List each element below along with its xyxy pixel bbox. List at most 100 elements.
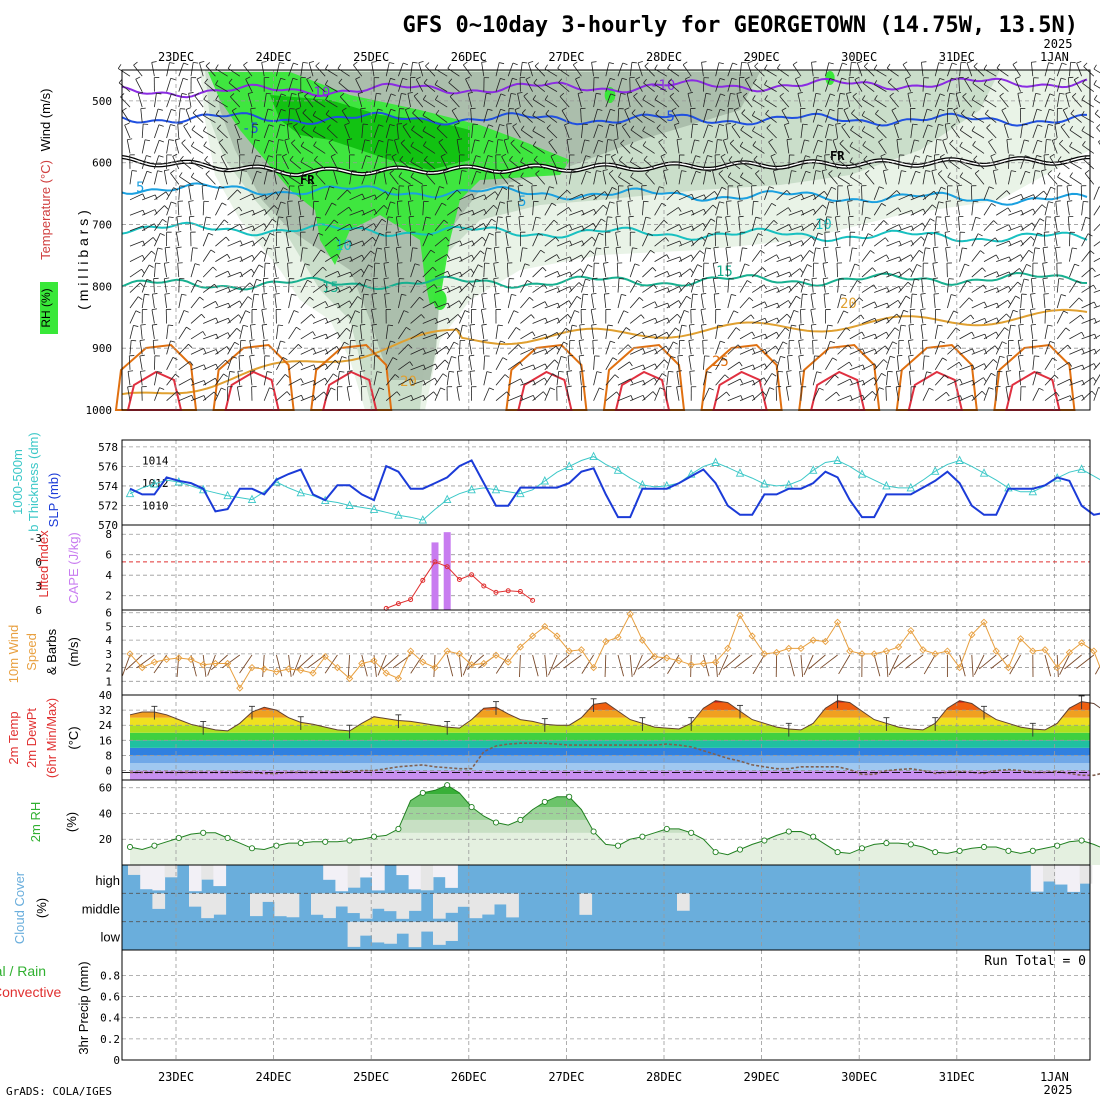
cloud-mid-gap: [335, 893, 348, 906]
temp-tick-label: 24: [99, 719, 113, 732]
wind-barb: [1069, 232, 1070, 246]
wind-barb-flag: [303, 62, 308, 63]
date-label-bottom: 26DEC: [451, 1070, 487, 1084]
slp-tick-label: 1014: [142, 454, 169, 467]
wind-barb-flag: [903, 62, 907, 65]
thickness-tick-label: 576: [98, 460, 118, 473]
date-label-bottom: 29DEC: [744, 1070, 780, 1084]
rh2m-point: [908, 842, 913, 847]
temp-band: [122, 733, 1090, 741]
wind10m-barb: [691, 655, 692, 677]
rh2m-point: [957, 848, 962, 853]
temp-band: [122, 718, 1090, 726]
wind10m-barb: [545, 655, 547, 677]
cloud-low-gap: [445, 922, 458, 941]
wind-barb: [1094, 221, 1100, 231]
cloud-low-gap: [421, 922, 434, 932]
wind10m-barb: [496, 655, 508, 673]
rh2m-band: [122, 820, 1090, 833]
cloud-mid-gap: [579, 893, 592, 915]
date-label-bottom: 30DEC: [841, 1070, 877, 1084]
wind-barb-flag: [389, 63, 394, 64]
rh2m-axis-title-2: (%): [64, 812, 79, 832]
date-label-top: 25DEC: [353, 50, 389, 64]
cloud-high-gap: [1031, 865, 1044, 892]
wind10m-barb: [801, 655, 803, 677]
cloud-low-gap: [409, 922, 422, 947]
wind-barb-flag: [360, 324, 365, 325]
wind10m-frame: [122, 610, 1090, 695]
wind-barb-flag: [1031, 62, 1036, 63]
rh2m-point: [591, 829, 596, 834]
wind10m-barb: [634, 655, 643, 675]
cloud-mid-gap: [262, 893, 275, 902]
wind-barb-flag: [717, 217, 722, 218]
date-label-bottom: 31DEC: [939, 1070, 975, 1084]
wind-barb-flag: [874, 65, 877, 69]
wind-barb-flag: [693, 294, 698, 295]
rh2m-band: [122, 794, 1090, 807]
date-label-top: 23DEC: [158, 50, 194, 64]
pressure-axis-title: ( m i l l i b a r s ): [75, 210, 91, 310]
wind-barb-flag: [683, 62, 687, 65]
cape-bar: [432, 542, 439, 610]
cloud-high-gap: [445, 865, 458, 888]
wind10m-barb: [276, 655, 281, 676]
rh2m-point: [713, 850, 718, 855]
cloud-high-gap: [140, 865, 153, 889]
wind-barb-flag: [325, 65, 328, 69]
cloud-mid-gap: [323, 893, 336, 918]
wind-barb-flag: [580, 371, 585, 372]
rh2m-point: [152, 843, 157, 848]
wind10m-barb: [723, 655, 740, 669]
date-label-bottom: 28DEC: [646, 1070, 682, 1084]
wind-barb-flag: [1090, 251, 1094, 254]
wind-barb-flag: [592, 62, 597, 63]
cloud-high-gap: [165, 865, 178, 877]
pressure-tick-label: 500: [92, 95, 112, 108]
precip-axis-title-2: Convective: [0, 984, 61, 1000]
cloud-mid-gap: [250, 893, 263, 916]
rh2m-point: [786, 829, 791, 834]
wind-barb: [1094, 85, 1100, 92]
cloud-high-gap: [396, 865, 409, 875]
wind-barb-flag: [997, 64, 1000, 68]
cape-tick-label: 4: [105, 569, 112, 582]
rh2m-point: [615, 843, 620, 848]
cloud-high-gap: [421, 865, 434, 890]
temp-band: [122, 740, 1090, 748]
wind-barb: [1094, 69, 1100, 76]
wind-barb-flag: [338, 64, 341, 68]
chart-title: GFS 0~10day 3-hourly for GEORGETOWN (14.…: [402, 13, 1078, 38]
wind10m-axis-title-4: (m/s): [66, 637, 81, 667]
rh2m-point: [371, 834, 376, 839]
cloud-mid-gap: [384, 893, 397, 911]
wind-axis-title: Wind (m/s): [38, 89, 53, 152]
slp-thickness-frame: [122, 440, 1090, 525]
rh2m-point: [542, 799, 547, 804]
year-label-bottom: 2025: [1044, 1083, 1073, 1097]
wind-barb-flag: [921, 62, 926, 63]
cloud-high-gap: [323, 865, 336, 880]
wind-barb-flag: [1077, 61, 1082, 63]
temp-band: [122, 725, 1090, 733]
wind-barb-flag: [293, 63, 298, 65]
temp-tick-label: 40: [99, 689, 112, 702]
wind10m-tick-label: 3: [105, 648, 112, 661]
wind-barb-flag: [668, 371, 673, 372]
isotherm-label: -5: [242, 121, 259, 137]
precip-tick-label: 0.2: [100, 1033, 120, 1046]
wind-barb: [1094, 204, 1100, 216]
date-label-bottom: 25DEC: [353, 1070, 389, 1084]
date-label-bottom: 1JAN: [1040, 1070, 1069, 1084]
wind-barb-flag: [519, 216, 524, 217]
slp-tick-label: 1010: [142, 500, 169, 513]
rh2m-point: [420, 790, 425, 795]
temp-tick-label: 0: [105, 765, 112, 778]
wind10m-barb: [411, 655, 423, 673]
rh2m-axis-title-1: 2m RH: [28, 802, 43, 842]
wind-barb-flag: [984, 65, 987, 69]
cloud-mid-gap: [274, 893, 287, 916]
wind10m-barb: [719, 655, 728, 675]
